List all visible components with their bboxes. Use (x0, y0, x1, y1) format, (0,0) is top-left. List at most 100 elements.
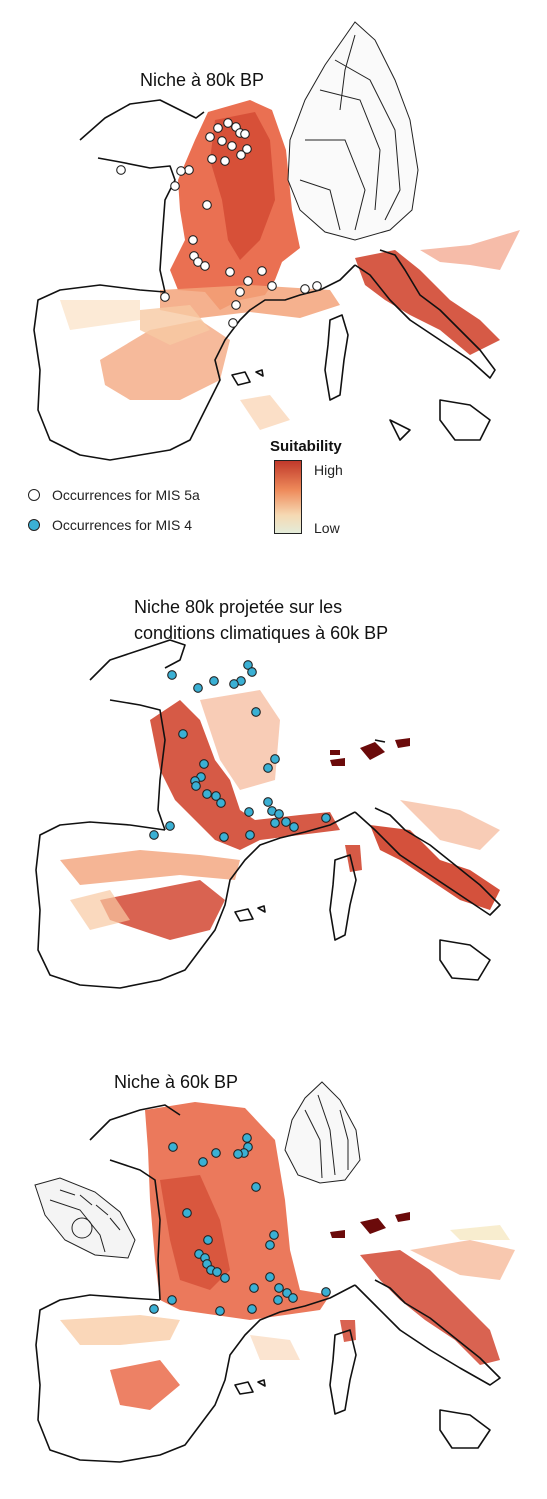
occurrence-marker (205, 132, 215, 142)
occurrence-marker (202, 789, 212, 799)
blue-circle-icon (28, 519, 40, 531)
occurrence-marker (242, 1133, 252, 1143)
occurrence-marker (321, 813, 331, 823)
occurrence-marker (196, 772, 206, 782)
occurrence-marker (288, 1293, 298, 1303)
occurrence-marker (235, 287, 245, 297)
occurrence-marker (227, 141, 237, 151)
suitability-high-label: High (314, 462, 343, 478)
occurrence-marker (265, 1272, 275, 1282)
tool-drawing-biface-icon (287, 21, 419, 241)
occurrence-marker (220, 1273, 230, 1283)
occurrence-marker (282, 1288, 292, 1298)
occurrence-marker (270, 818, 280, 828)
occurrence-marker (216, 798, 226, 808)
occurrence-marker (165, 821, 175, 831)
panel-title-line: Niche à 60k BP (114, 1072, 239, 1092)
occurrence-marker (213, 123, 223, 133)
occurrence-marker (233, 1149, 243, 1159)
legend-item-mis5a: Occurrences for MIS 5a (28, 486, 200, 504)
occurrence-marker (223, 118, 233, 128)
occurrence-marker (200, 261, 210, 271)
occurrence-marker (219, 832, 229, 842)
occurrence-marker (243, 660, 253, 670)
occurrence-marker (270, 754, 280, 764)
white-circle-icon (28, 489, 40, 501)
occurrence-marker (217, 136, 227, 146)
occurrence-marker (244, 807, 254, 817)
occurrence-marker (273, 1295, 283, 1305)
occurrence-marker (191, 781, 201, 791)
occurrence-marker (176, 166, 186, 176)
occurrence-marker (199, 759, 209, 769)
panel-title: Niche à 60k BP (114, 1070, 238, 1094)
map-canvas (33, 21, 520, 461)
occurrence-points (149, 660, 331, 842)
coastline (35, 1104, 501, 1463)
occurrence-marker (236, 150, 246, 160)
occurrence-marker (242, 144, 252, 154)
legend-label: Occurrences for MIS 4 (52, 517, 193, 533)
occurrence-marker (321, 1287, 331, 1297)
occurrence-marker (207, 154, 217, 164)
legend-item-mis4: Occurrences for MIS 4 (28, 516, 192, 534)
occurrence-marker (225, 267, 235, 277)
occurrence-marker (267, 806, 277, 816)
occurrence-marker (116, 165, 126, 175)
occurrence-marker (269, 1230, 279, 1240)
suitability-surface (60, 690, 500, 940)
occurrence-marker (239, 1148, 249, 1158)
occurrence-marker (178, 729, 188, 739)
occurrence-points (149, 1133, 331, 1316)
occurrence-marker (274, 1283, 284, 1293)
occurrence-marker (274, 809, 284, 819)
occurrence-marker (243, 1142, 253, 1152)
occurrence-marker (149, 1304, 159, 1314)
occurrence-marker (281, 817, 291, 827)
occurrence-marker (243, 276, 253, 286)
occurrence-marker (263, 797, 273, 807)
occurrence-marker (184, 165, 194, 175)
occurrence-marker (202, 200, 212, 210)
tool-drawing-scraper-icon (34, 1177, 136, 1259)
occurrence-marker (167, 670, 177, 680)
panel-title-line: Niche 80k projetée sur les (134, 597, 343, 617)
occurrence-marker (209, 676, 219, 686)
occurrence-marker (168, 1142, 178, 1152)
map-panel-mis5a: Niche à 80k BP Occurrences for MIS 5a Oc… (0, 0, 547, 560)
occurrence-marker (198, 1157, 208, 1167)
occurrence-marker (289, 822, 299, 832)
occurrence-marker (300, 284, 310, 294)
occurrence-marker (251, 707, 261, 717)
occurrence-marker (203, 1235, 213, 1245)
occurrence-marker (245, 830, 255, 840)
occurrence-marker (212, 1267, 222, 1277)
occurrence-marker (211, 1148, 221, 1158)
occurrence-points (116, 118, 322, 328)
occurrence-marker (160, 292, 170, 302)
suitability-surface (60, 100, 520, 430)
suitability-gradient (274, 460, 302, 534)
occurrence-marker (228, 318, 238, 328)
panel-title-line: conditions climatiques à 60k BP (134, 623, 389, 643)
panel-title: Niche 80k projetée sur les conditions cl… (134, 594, 388, 646)
occurrence-marker (265, 1240, 275, 1250)
occurrence-marker (211, 791, 221, 801)
occurrence-marker (257, 266, 267, 276)
panel-title: Niche à 80k BP (140, 68, 264, 92)
coastline (33, 99, 496, 461)
occurrence-marker (312, 281, 322, 291)
occurrence-marker (194, 1249, 204, 1259)
occurrence-marker (247, 667, 257, 677)
occurrence-marker (182, 1208, 192, 1218)
panel-title-line: Niche à 80k BP (140, 70, 265, 90)
occurrence-marker (231, 300, 241, 310)
occurrence-marker (170, 181, 180, 191)
suitability-title: Suitability (270, 438, 342, 455)
occurrence-marker (236, 676, 246, 686)
coastline (35, 639, 501, 989)
occurrence-marker (251, 1182, 261, 1192)
occurrence-marker (206, 1265, 216, 1275)
occurrence-marker (149, 830, 159, 840)
occurrence-marker (247, 1304, 257, 1314)
